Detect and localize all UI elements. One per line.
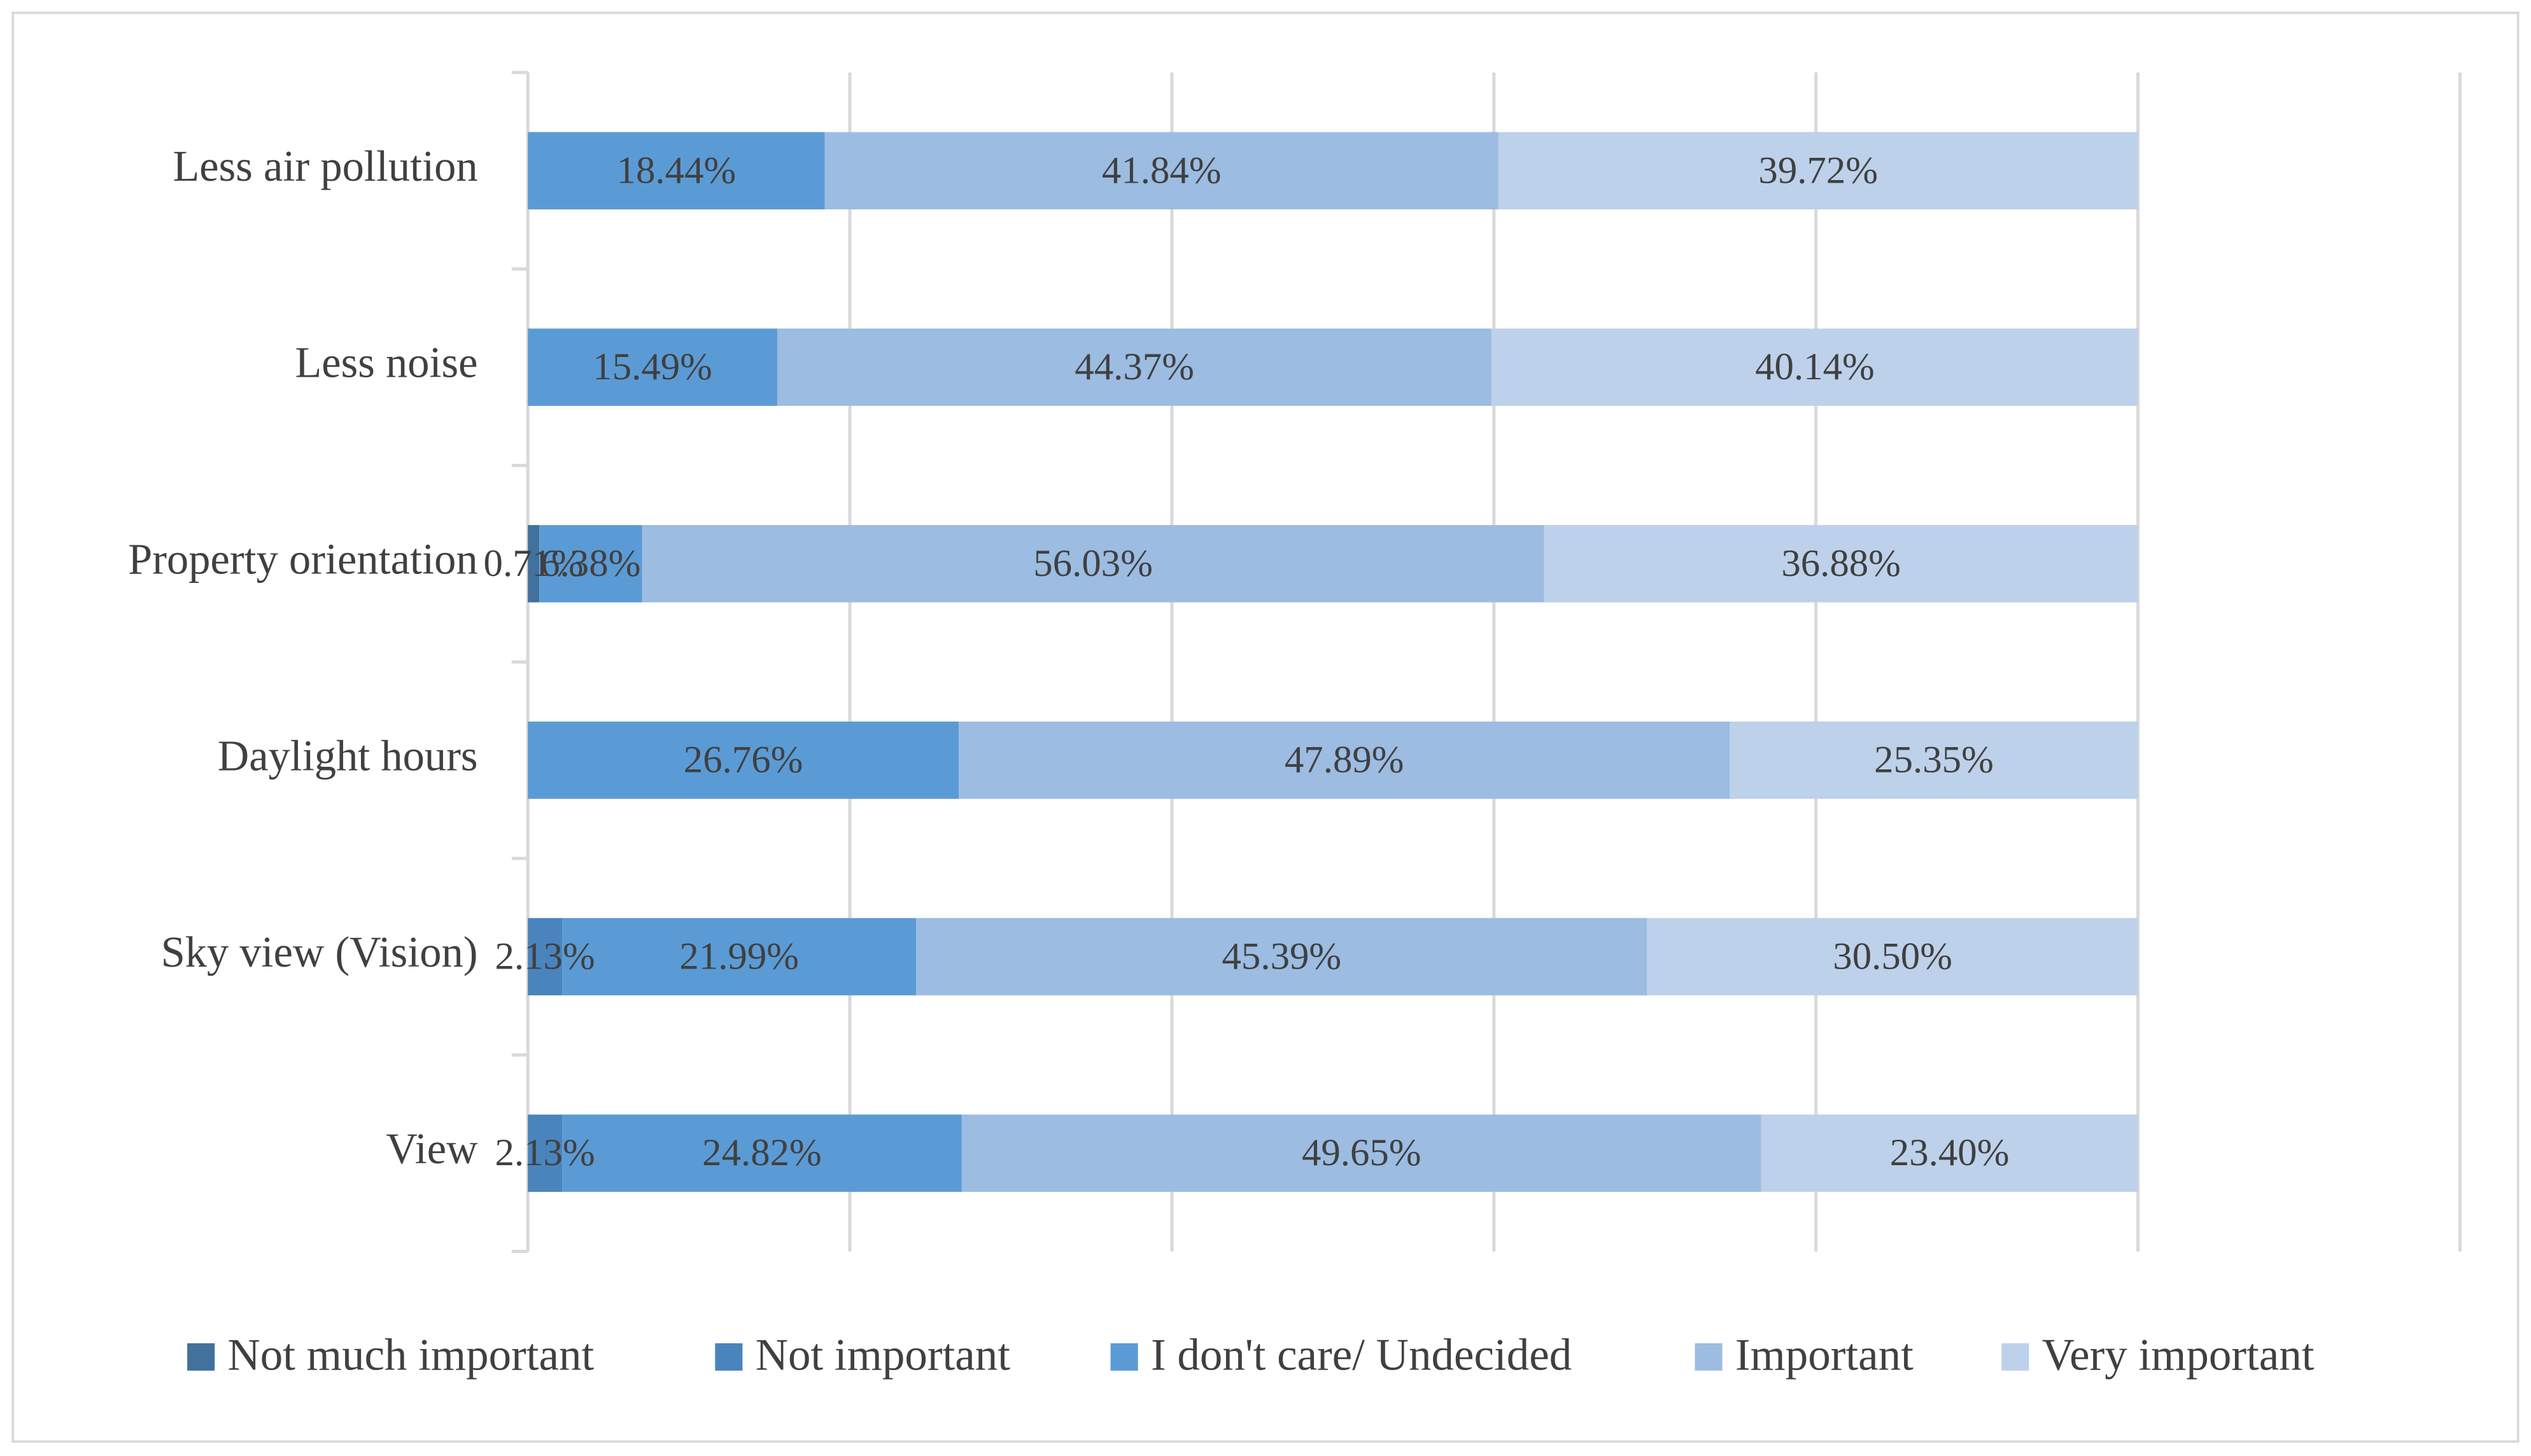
bar-segment	[528, 721, 959, 799]
category-label: Less air pollution	[173, 142, 477, 190]
bar-segment	[562, 1114, 962, 1192]
data-label: 40.14%	[1755, 346, 1875, 388]
data-label: 39.72%	[1758, 149, 1878, 192]
legend-swatch	[2001, 1343, 2029, 1371]
data-label: 45.39%	[1222, 935, 1341, 977]
data-label: 6.38%	[540, 542, 640, 585]
legend-swatch	[715, 1343, 743, 1371]
category-label: Sky view (Vision)	[161, 928, 478, 976]
legend-label: Important	[1735, 1330, 1914, 1380]
data-label: 41.84%	[1102, 149, 1222, 192]
data-label: 18.44%	[617, 149, 737, 192]
data-label: 26.76%	[684, 739, 803, 781]
legend-label: Not important	[756, 1330, 1011, 1380]
bar-segment	[539, 525, 642, 603]
data-label: 15.49%	[593, 346, 712, 388]
bar-segment	[959, 721, 1730, 799]
data-label: 23.40%	[1890, 1131, 2010, 1174]
bar-segment	[528, 328, 777, 406]
data-label: 44.37%	[1075, 346, 1194, 388]
data-label: 25.35%	[1874, 739, 1994, 781]
legend-swatch	[1110, 1343, 1138, 1371]
bar-segment	[777, 328, 1492, 406]
data-label: 2.13%	[495, 1131, 595, 1174]
data-label: 49.65%	[1302, 1131, 1421, 1174]
data-label: 36.88%	[1781, 542, 1901, 585]
category-label: Property orientation	[128, 535, 477, 584]
bar-segment	[916, 918, 1647, 996]
data-label: 21.99%	[679, 935, 799, 977]
data-label: 30.50%	[1833, 935, 1952, 977]
data-label: 0.71%	[484, 542, 584, 585]
bar-segment	[528, 132, 825, 210]
bar-segment	[562, 918, 917, 996]
legend-label: Very important	[2042, 1330, 2315, 1380]
bar-segment	[642, 525, 1544, 603]
legend-label: I don't care/ Undecided	[1151, 1330, 1572, 1380]
bar-segment	[528, 918, 563, 996]
bar-segment	[1761, 1114, 2138, 1192]
bar-segment	[528, 1114, 563, 1192]
bar-segment	[824, 132, 1498, 210]
bar-segment	[1730, 721, 2138, 799]
legend-label: Not much important	[228, 1330, 595, 1380]
legend-swatch	[1695, 1343, 1723, 1371]
bar-segment	[1544, 525, 2138, 603]
legend-swatch	[187, 1343, 215, 1371]
category-label: View	[386, 1124, 478, 1173]
data-label: 24.82%	[702, 1131, 822, 1174]
data-label: 47.89%	[1285, 739, 1404, 781]
category-label: Less noise	[295, 339, 477, 387]
bar-segment	[961, 1114, 1761, 1192]
data-label: 56.03%	[1033, 542, 1153, 585]
bar-segment	[1647, 918, 2138, 996]
category-label: Daylight hours	[218, 731, 478, 780]
bar-segment	[1498, 132, 2138, 210]
data-label: 2.13%	[495, 935, 595, 977]
bar-segment	[1491, 328, 2138, 406]
bar-segment	[528, 525, 540, 603]
